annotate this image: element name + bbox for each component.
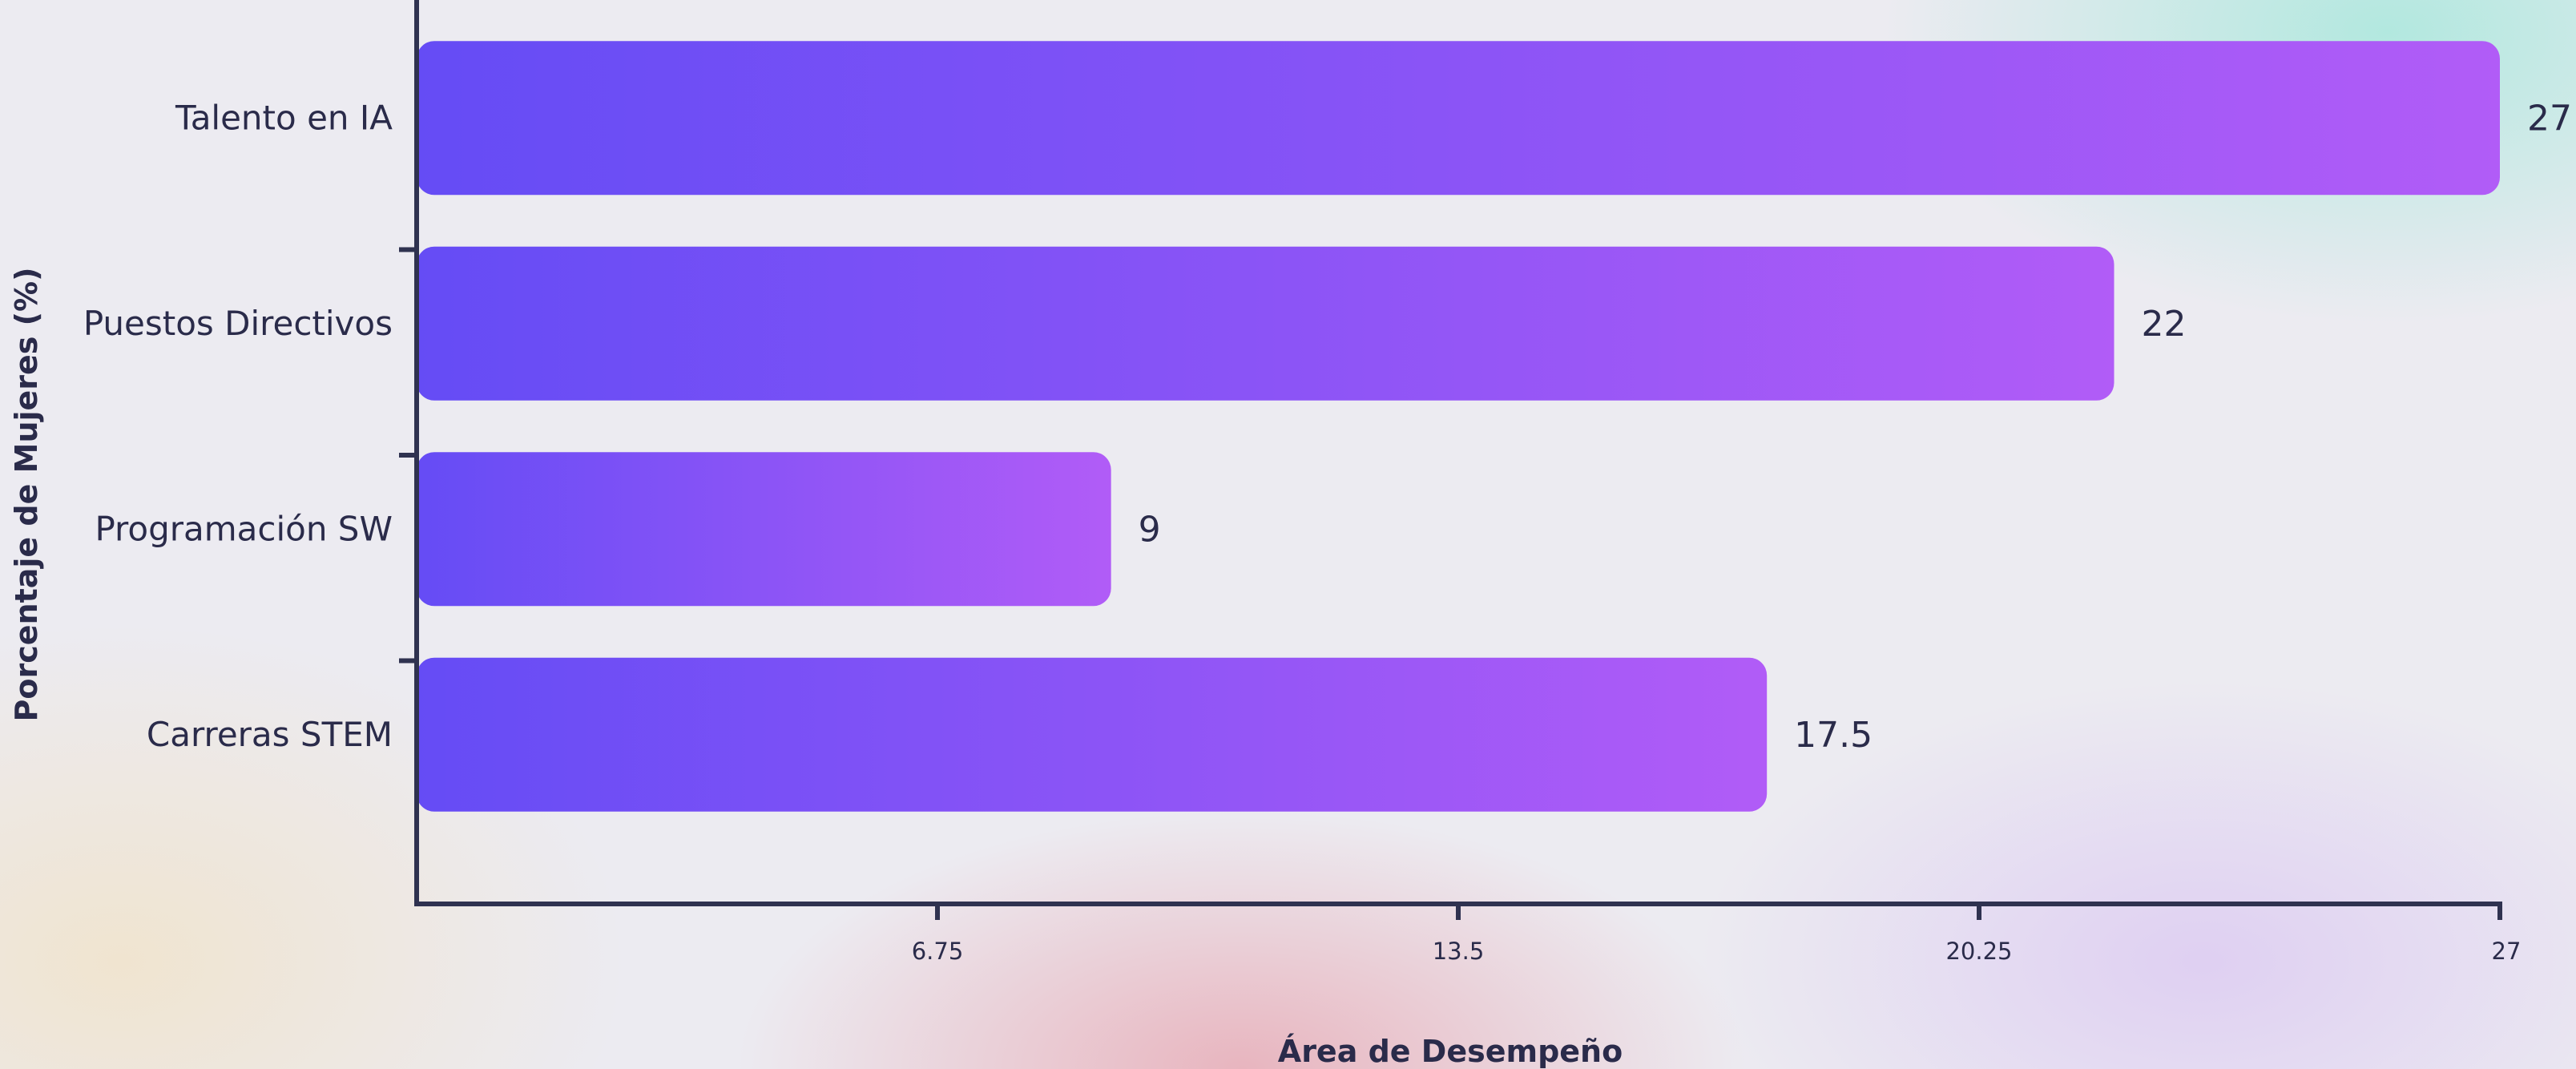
value-label-talento-en-ia: 27 [2527,98,2572,139]
labels-layer: Talento en IA 27 Puestos Directivos 22 Progr… [83,98,2572,756]
bars-layer [417,41,2500,812]
y-axis-title: Porcentaje de Mujeres (%) [9,268,44,722]
category-label-carreras-stem: Carreras STEM [147,715,393,754]
x-tick-label: 27 [2492,938,2522,965]
category-label-programacion-sw: Programación SW [95,509,393,548]
value-label-programacion-sw: 9 [1139,509,1161,550]
bar-programacion-sw [417,452,1111,607]
value-label-carreras-stem: 17.5 [1794,715,1873,756]
category-label-talento-en-ia: Talento en IA [175,98,393,137]
bar-talento-en-ia [417,41,2500,196]
value-label-puestos-directivos: 22 [2142,304,2187,345]
bar-carreras-stem [417,657,1768,812]
category-label-puestos-directivos: Puestos Directivos [83,304,393,343]
ticks-layer: 6.75 13.5 20.25 27 [399,247,2522,965]
x-tick-label: 13.5 [1433,938,1485,965]
x-axis-title: Área de Desempeño [1278,1034,1623,1069]
bar-puestos-directivos [417,246,2114,401]
x-tick-label: 20.25 [1945,938,2012,965]
x-tick-label: 6.75 [912,938,964,965]
